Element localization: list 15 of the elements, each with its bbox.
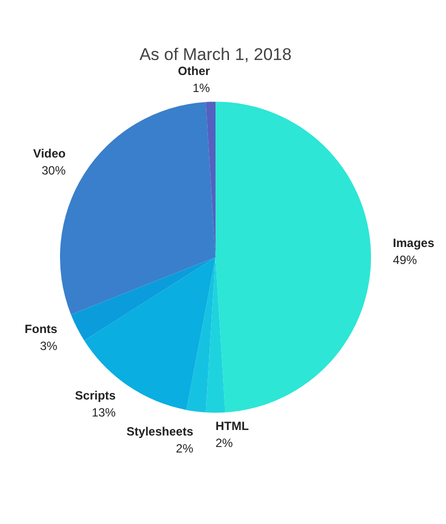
slice-label: Stylesheets xyxy=(126,424,194,438)
data-label: 2% xyxy=(216,436,234,450)
slice-label: Scripts xyxy=(75,388,116,402)
slice-label: Other xyxy=(178,64,210,78)
data-label: 13% xyxy=(92,405,116,420)
slice-label: Fonts xyxy=(24,322,58,336)
chart-title: As of March 1, 2018 xyxy=(139,44,292,64)
data-label: 30% xyxy=(42,163,66,178)
data-label: 1% xyxy=(192,81,210,96)
slice-label: Images xyxy=(392,236,435,250)
data-label: 2% xyxy=(176,441,194,456)
data-label: 49% xyxy=(392,252,418,267)
slice-label: HTML xyxy=(216,419,249,434)
slice-label: Video xyxy=(33,146,66,160)
data-label: 3% xyxy=(40,339,58,354)
